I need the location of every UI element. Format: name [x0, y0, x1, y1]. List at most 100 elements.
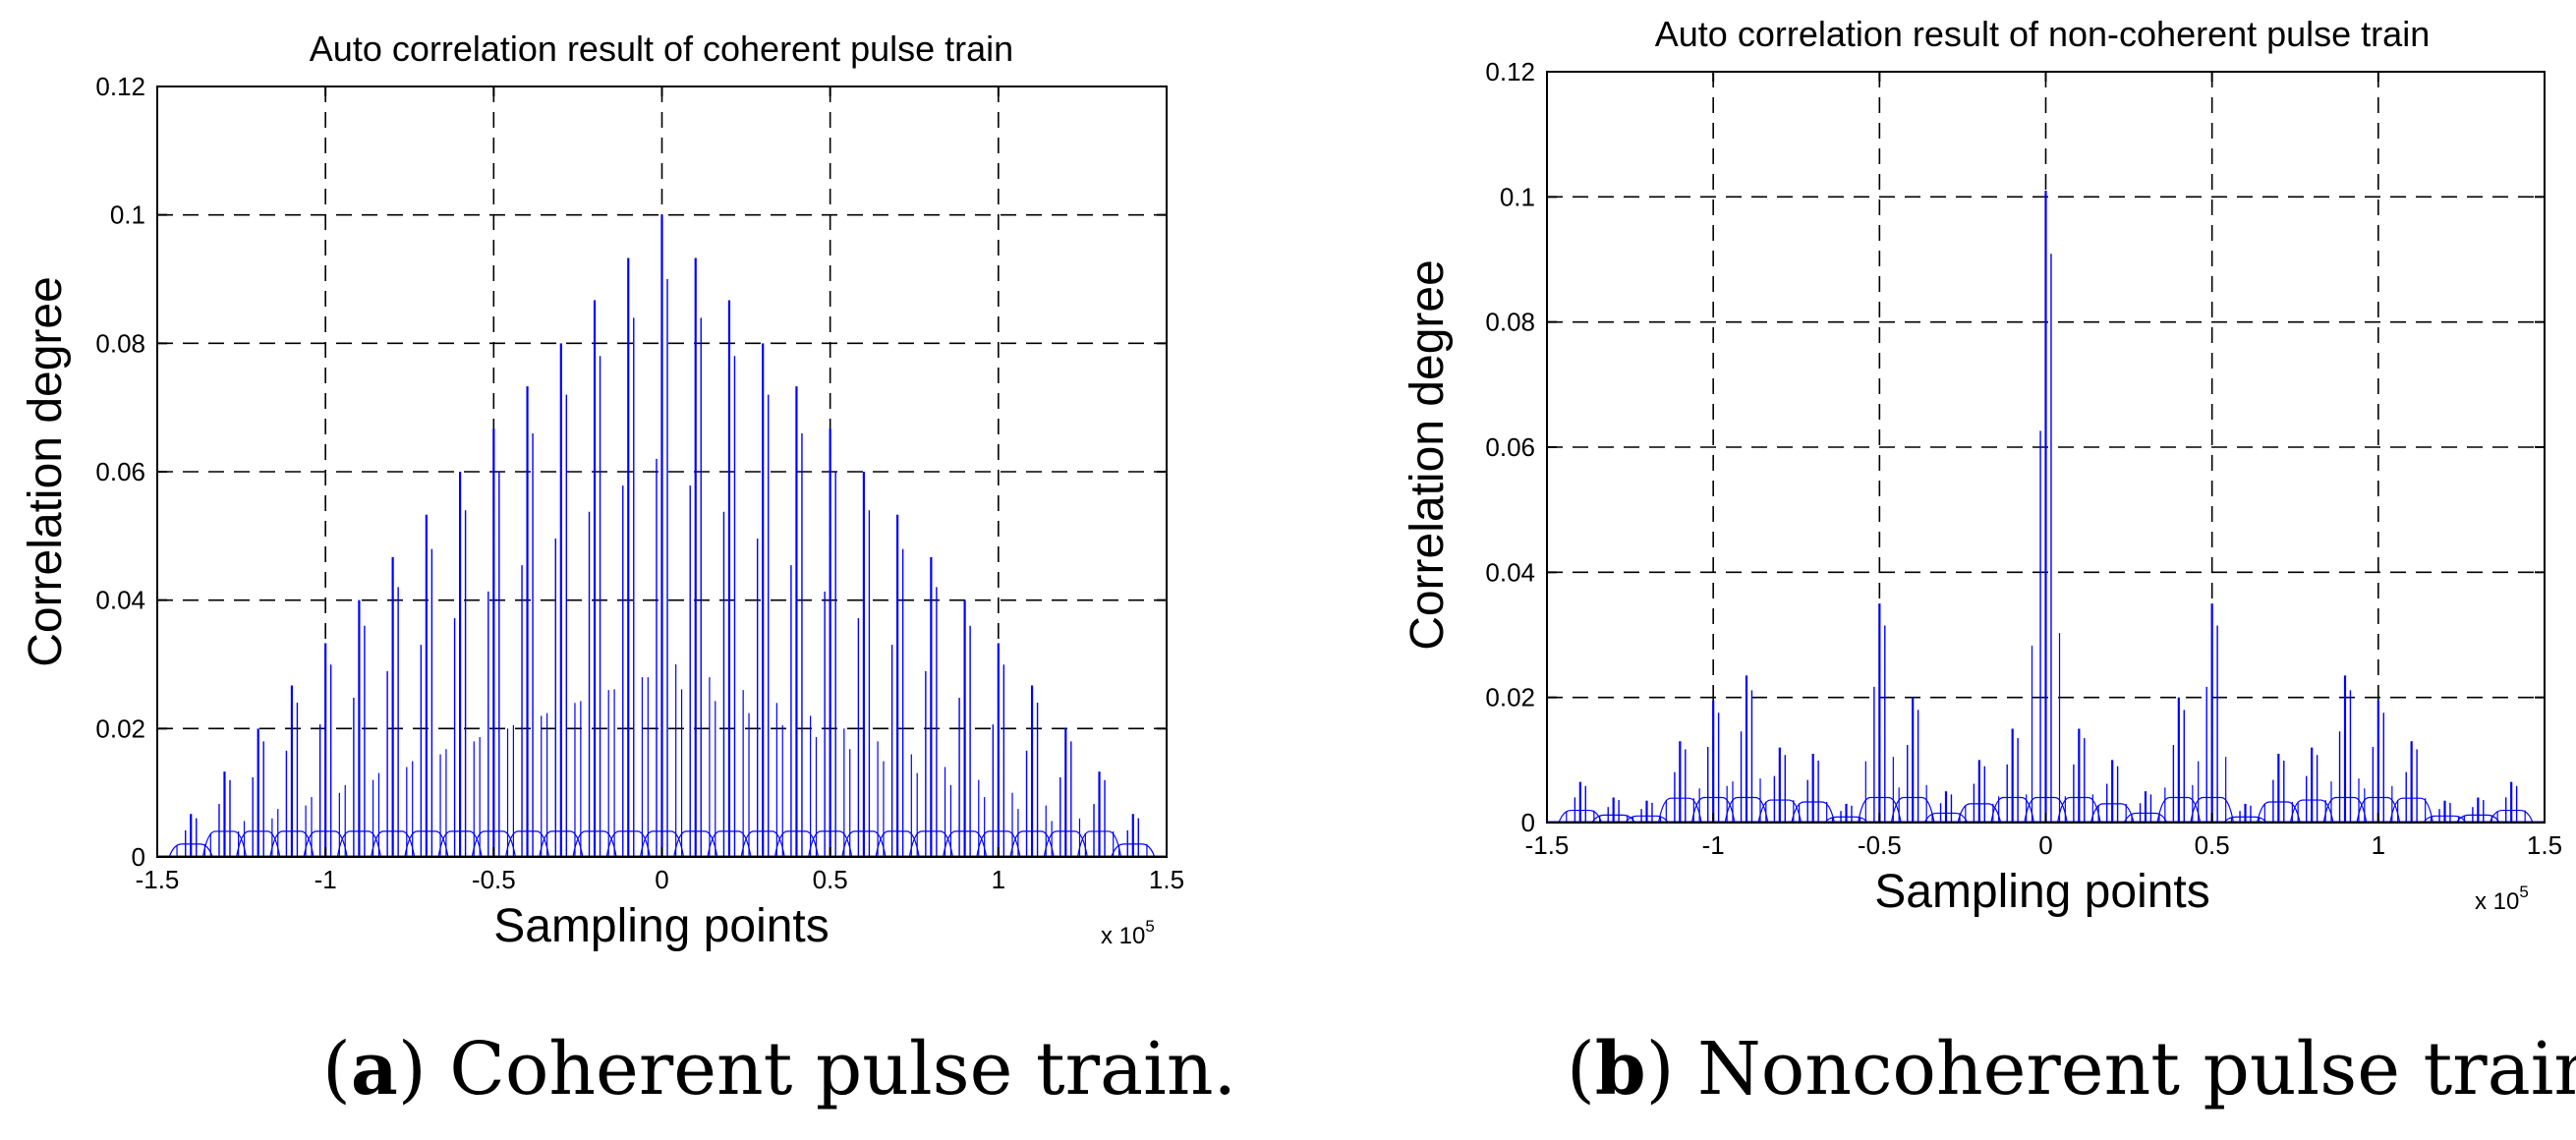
y-tick-labels: 0 0.02 0.04 0.06 0.08 0.1 0.12 [95, 72, 145, 872]
correlation-peak [2256, 753, 2301, 824]
correlation-peak [1923, 791, 1969, 824]
y-tick-label: 0 [132, 842, 145, 872]
spike-base [1076, 830, 1122, 858]
spike-base [2389, 797, 2434, 824]
caption-text: Noncoherent pulse train. [1674, 1027, 2576, 1112]
correlation-peak [572, 300, 617, 858]
y-tick-label: 0.1 [110, 200, 145, 230]
spike-base [504, 830, 550, 858]
x-tick-labels: -1.5 -1 -0.5 0 0.5 1 1.5 [1525, 830, 2562, 860]
spike-base [404, 830, 449, 858]
panel-noncoherent: Auto correlation result of non-coherent … [1402, 14, 2562, 918]
correlation-peak [2056, 728, 2101, 824]
spike-base [2056, 796, 2101, 824]
multiplier-exponent: 5 [1145, 917, 1154, 936]
correlation-peak [1824, 803, 1868, 824]
spike-base [2024, 796, 2068, 824]
multiplier-base: x 10 [1101, 923, 1145, 949]
correlation-peak [2156, 697, 2202, 824]
correlation-peak [605, 257, 651, 858]
x-axis-multiplier: x 105 [2475, 883, 2529, 915]
spike-base [2256, 801, 2301, 824]
y-tick-label: 0.02 [95, 713, 145, 743]
spike-base [1009, 830, 1055, 858]
correlation-peak [2489, 781, 2534, 824]
spike-base [2423, 815, 2467, 824]
correlation-peak [2024, 190, 2068, 824]
spike-base [1111, 843, 1156, 858]
x-tick-label: -1 [315, 865, 337, 894]
chart-title: Auto correlation result of non-coherent … [1655, 14, 2430, 54]
spike-base [1857, 796, 1902, 824]
spike-base [875, 830, 920, 858]
x-axis-label: Sampling points [493, 900, 830, 952]
correlation-peak [908, 556, 954, 858]
correlation-peak [437, 472, 483, 858]
spike-base [1625, 815, 1669, 824]
spike-base [236, 830, 281, 858]
spike-base [605, 830, 651, 858]
y-tick-label: 0.08 [1485, 308, 1535, 337]
correlation-peak [2389, 741, 2434, 824]
y-tick-label: 0.06 [1485, 432, 1535, 462]
correlation-peak [471, 428, 516, 858]
spike-base [471, 830, 516, 858]
spike-base [269, 830, 315, 858]
spike-base [1724, 796, 1769, 824]
y-tick-label: 0.04 [95, 586, 145, 615]
spike-base [2223, 816, 2267, 824]
spike-base [639, 830, 685, 858]
correlation-peak [336, 599, 382, 858]
spike-base [201, 830, 248, 858]
x-tick-label: -0.5 [472, 865, 516, 894]
spike-base [303, 830, 348, 858]
y-axis-label: Correlation degree [1402, 259, 1454, 651]
correlation-peak [370, 556, 416, 858]
spike-base [539, 830, 584, 858]
y-tick-labels: 0 0.02 0.04 0.06 0.08 0.1 0.12 [1485, 57, 1535, 837]
correlation-peak [2322, 675, 2368, 824]
chart-title: Auto correlation result of coherent puls… [310, 28, 1013, 69]
y-tick-label: 0.12 [1485, 57, 1535, 86]
x-tick-label: 0 [655, 865, 668, 894]
spike-base [773, 830, 820, 858]
correlation-peak [1757, 747, 1803, 824]
correlation-peak [1990, 728, 2035, 824]
caption-text: Coherent pulse train. [426, 1027, 1237, 1112]
spike-base [740, 830, 785, 858]
panel-coherent: Auto correlation result of coherent puls… [20, 28, 1184, 952]
spike-base [2289, 799, 2334, 824]
correlation-peak [404, 514, 449, 858]
spike-base [1591, 814, 1635, 824]
spike-base [168, 843, 213, 858]
series-autocorrelation [1547, 190, 2545, 824]
correlation-peak [707, 300, 752, 858]
correlation-peak [1625, 800, 1669, 824]
y-tick-label: 0.12 [95, 72, 145, 101]
correlation-peak [808, 428, 853, 858]
spike-base [976, 830, 1021, 858]
correlation-peak [2289, 747, 2334, 824]
spike-base [2156, 796, 2202, 824]
correlation-peak [1009, 685, 1055, 858]
x-tick-label: -1 [1702, 830, 1725, 860]
caption-letter: b [1594, 1027, 1646, 1112]
spike-base [2456, 814, 2500, 824]
spike-base [808, 830, 853, 858]
spike-base [572, 830, 617, 858]
correlation-peak [2089, 760, 2135, 824]
correlation-peak [773, 386, 820, 858]
correlation-peak [1043, 728, 1088, 858]
x-tick-label: 0 [2038, 830, 2052, 860]
x-tick-label: 1.5 [1149, 865, 1184, 894]
spike-base [437, 830, 483, 858]
correlation-peak [504, 386, 550, 858]
caption-b: (b) Noncoherent pulse train. [1567, 1027, 2576, 1112]
spike-base [908, 830, 954, 858]
spike-base [336, 830, 382, 858]
spike-base [1657, 797, 1702, 824]
multiplier-exponent: 5 [2519, 883, 2528, 901]
spike-base [1923, 812, 1969, 824]
correlation-peak [976, 643, 1021, 858]
series-autocorrelation [157, 214, 1167, 858]
